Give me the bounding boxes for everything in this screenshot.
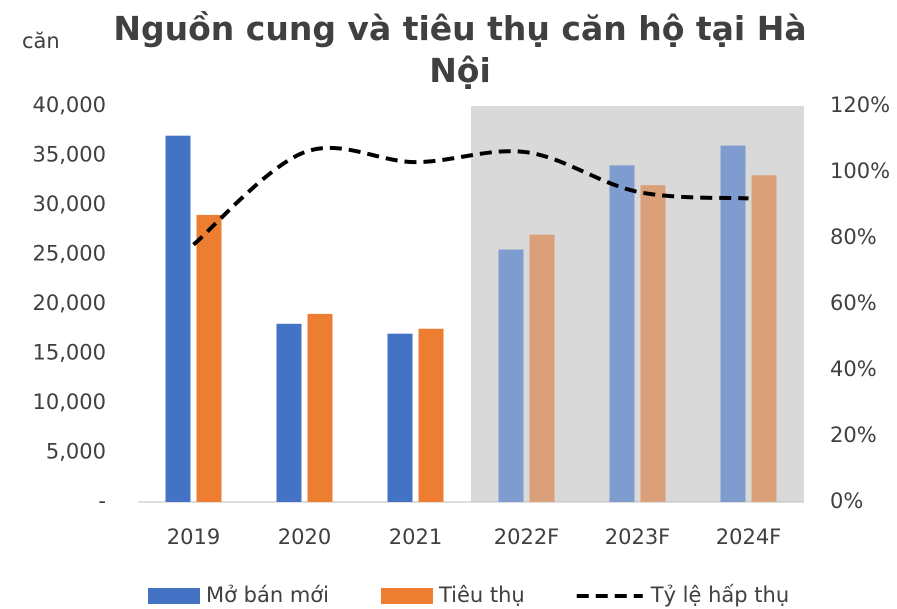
y2-tick-label: 0% [830,489,863,513]
bar [720,145,746,502]
y-tick-label: 25,000 [33,242,106,266]
bar [498,249,524,502]
bar [751,175,777,503]
x-tick-label: 2019 [167,525,220,549]
bar [165,135,191,502]
y-tick-label: 5,000 [46,440,106,464]
y2-tick-label: 60% [830,291,877,315]
legend-label: Mở bán mới [206,583,329,607]
legend-label: Tỷ lệ hấp thụ [650,583,789,607]
bar [307,313,333,502]
y-tick-label: 20,000 [33,291,106,315]
bar [529,234,555,502]
y2-tick-label: 100% [830,159,890,183]
y2-tick-label: 40% [830,357,877,381]
bar [387,333,413,502]
forecast-band [471,106,804,502]
y-tick-label: - [98,489,106,513]
legend-swatch [380,588,433,604]
y2-tick-label: 80% [830,225,877,249]
legend-swatch [148,588,200,604]
y-tick-label: 40,000 [33,93,106,117]
x-tick-label: 2024F [716,525,782,549]
bar [196,214,222,502]
chart-title: Nguồn cung và tiêu thụ căn hộ tại Hà Nội [113,9,807,90]
bar [276,323,302,502]
bar [609,165,635,502]
line [192,146,749,247]
x-tick-label: 2021 [389,525,442,549]
legend-label: Tiêu thụ [438,583,525,607]
y-axis-label: căn [22,29,60,53]
y2-tick-label: 120% [830,93,890,117]
x-tick-label: 2022F [494,525,560,549]
y-tick-label: 30,000 [33,192,106,216]
bar [640,185,666,502]
y-tick-label: 35,000 [33,143,106,167]
x-tick-label: 2023F [605,525,671,549]
y-tick-label: 15,000 [33,341,106,365]
y-tick-label: 10,000 [33,390,106,414]
y2-tick-label: 20% [830,423,877,447]
bar [418,328,444,502]
x-tick-label: 2020 [278,525,331,549]
